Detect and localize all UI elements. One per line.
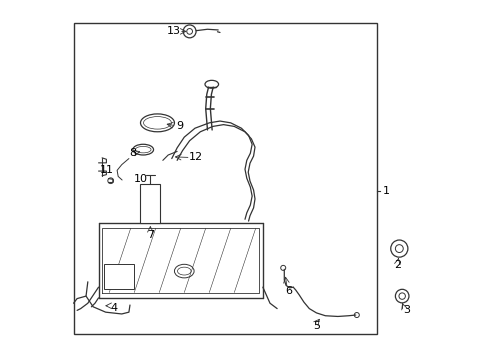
Text: 5: 5 [313,321,320,332]
Text: 4: 4 [110,303,117,313]
Text: 12: 12 [189,153,203,162]
Text: 13: 13 [167,26,181,36]
Text: 1: 1 [383,186,390,196]
Text: 8: 8 [129,148,136,158]
Text: 9: 9 [176,121,184,131]
Bar [104,264,134,289]
Text: 11: 11 [99,165,113,175]
Text: 7: 7 [147,230,154,240]
Bar [74,23,377,334]
Text: 3: 3 [403,305,410,315]
Text: 10: 10 [134,174,147,184]
Bar [140,184,160,223]
Text: 2: 2 [394,260,401,270]
Text: 6: 6 [285,286,292,296]
